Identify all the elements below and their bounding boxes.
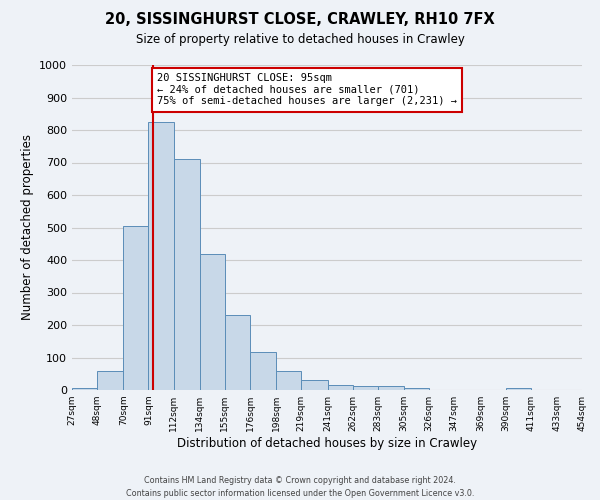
Bar [404,388,429,390]
Bar [506,388,530,390]
Text: 20 SISSINGHURST CLOSE: 95sqm
← 24% of detached houses are smaller (701)
75% of s: 20 SISSINGHURST CLOSE: 95sqm ← 24% of de… [157,73,457,106]
Text: Contains HM Land Registry data © Crown copyright and database right 2024.: Contains HM Land Registry data © Crown c… [144,476,456,485]
Text: 20, SISSINGHURST CLOSE, CRAWLEY, RH10 7FX: 20, SISSINGHURST CLOSE, CRAWLEY, RH10 7F… [105,12,495,28]
Bar [124,226,148,390]
Y-axis label: Number of detached properties: Number of detached properties [20,134,34,320]
Bar [276,372,301,390]
Bar [97,370,124,390]
Bar [148,122,173,390]
Bar [328,385,353,390]
Bar [301,380,328,390]
Bar [200,254,225,390]
Bar [225,316,250,390]
Bar [250,352,276,390]
X-axis label: Distribution of detached houses by size in Crawley: Distribution of detached houses by size … [177,437,477,450]
Bar [72,388,97,390]
Text: Contains public sector information licensed under the Open Government Licence v3: Contains public sector information licen… [126,489,474,498]
Bar [173,159,200,390]
Bar [353,386,378,390]
Text: Size of property relative to detached houses in Crawley: Size of property relative to detached ho… [136,32,464,46]
Bar [378,386,404,390]
